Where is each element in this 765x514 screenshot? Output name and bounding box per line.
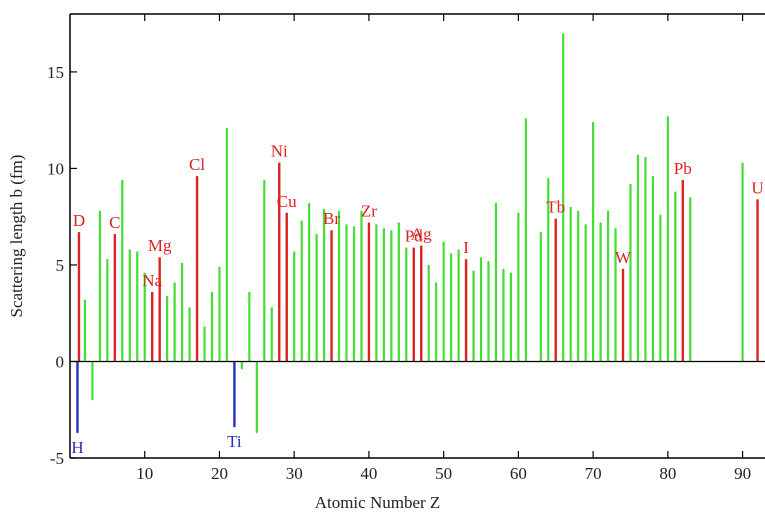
y-tick-label: 0 bbox=[56, 352, 65, 371]
x-tick-label: 30 bbox=[286, 464, 303, 483]
element-label-br: Br bbox=[323, 209, 340, 228]
ticks-layer: 10 20 30 40 50 60 70 80 90 -5 0 5 10 15 bbox=[47, 14, 751, 483]
x-tick-label: 10 bbox=[136, 464, 153, 483]
y-tick-label: 5 bbox=[56, 256, 65, 275]
element-label-na: Na bbox=[142, 271, 162, 290]
y-axis-title: Scattering length b (fm) bbox=[7, 155, 26, 318]
element-label-zr: Zr bbox=[361, 201, 377, 220]
x-tick-label: 50 bbox=[435, 464, 452, 483]
y-tick-label: -5 bbox=[50, 449, 64, 468]
y-tick-label: 15 bbox=[47, 63, 64, 82]
x-axis-title: Atomic Number Z bbox=[315, 493, 441, 512]
element-label-pb: Pb bbox=[674, 159, 692, 178]
bars-layer bbox=[76, 33, 759, 433]
x-tick-label: 20 bbox=[211, 464, 228, 483]
y-tick-label: 10 bbox=[47, 159, 64, 178]
axes-layer bbox=[69, 13, 765, 459]
element-label-ti: Ti bbox=[227, 432, 242, 451]
x-tick-label: 60 bbox=[510, 464, 527, 483]
x-tick-label: 40 bbox=[360, 464, 377, 483]
element-label-pd: Pd bbox=[405, 227, 423, 246]
element-label-h: H bbox=[71, 438, 83, 457]
element-label-ag: Ag bbox=[411, 225, 432, 244]
element-label-tb: Tb bbox=[546, 198, 565, 217]
element-label-ni: Ni bbox=[271, 142, 288, 161]
element-label-c: C bbox=[109, 213, 120, 232]
element-label-u: U bbox=[751, 178, 763, 197]
element-label-d: D bbox=[73, 211, 85, 230]
element-label-i: I bbox=[463, 238, 469, 257]
element-label-cl: Cl bbox=[189, 155, 205, 174]
x-tick-label: 90 bbox=[734, 464, 751, 483]
x-tick-label: 80 bbox=[659, 464, 676, 483]
element-label-cu: Cu bbox=[277, 192, 297, 211]
x-tick-label: 70 bbox=[585, 464, 602, 483]
element-label-mg: Mg bbox=[148, 236, 172, 255]
element-label-w: W bbox=[615, 248, 632, 267]
